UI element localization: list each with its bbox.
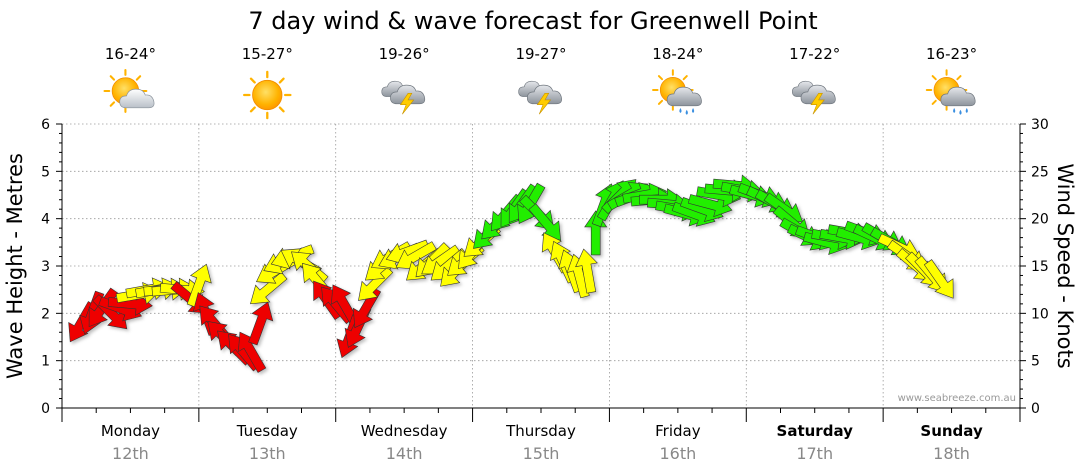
- left-tick-label: 6: [41, 117, 50, 133]
- temperature-range-label: 19-27°: [515, 45, 566, 63]
- day-date-label: 18th: [933, 444, 970, 463]
- sunny-icon: [244, 72, 290, 118]
- temperature-range-label: 19-26°: [379, 45, 430, 63]
- site-credit: www.seabreeze.com.au: [898, 393, 1016, 404]
- left-tick-label: 4: [41, 212, 50, 228]
- day-date-label: 13th: [249, 444, 286, 463]
- day-name-label: Friday: [655, 422, 701, 440]
- wind-arrow: [575, 248, 598, 294]
- day-name-label: Sunday: [920, 422, 983, 440]
- temperature-range-label: 18-24°: [652, 45, 703, 63]
- right-tick-label: 30: [1031, 117, 1049, 133]
- wind-arrow: [923, 259, 954, 299]
- right-tick-label: 20: [1031, 212, 1049, 228]
- wind-arrow: [528, 203, 561, 241]
- partly-cloudy-icon: [105, 70, 155, 112]
- temperature-range-label: 15-27°: [242, 45, 293, 63]
- left-tick-label: 2: [41, 306, 50, 322]
- sun-showers-icon: [927, 70, 975, 115]
- chart-title: 7 day wind & wave forecast for Greenwell…: [248, 7, 817, 35]
- left-tick-label: 3: [41, 259, 50, 275]
- temperature-range-label: 17-22°: [789, 45, 840, 63]
- right-tick-label: 25: [1031, 164, 1049, 180]
- right-axis-title: Wind Speed - Knots: [1053, 163, 1077, 368]
- left-tick-label: 0: [41, 401, 50, 417]
- right-tick-label: 0: [1031, 401, 1040, 417]
- temperature-range-label: 16-24°: [105, 45, 156, 63]
- left-axis-title: Wave Height - Metres: [3, 153, 27, 379]
- thunderstorm-icon: [382, 81, 425, 114]
- day-name-label: Monday: [101, 422, 160, 440]
- thunderstorm-icon: [519, 81, 562, 114]
- sun-showers-icon: [653, 70, 701, 115]
- right-tick-label: 10: [1031, 306, 1049, 322]
- day-name-label: Thursday: [505, 422, 576, 440]
- left-tick-label: 1: [41, 354, 50, 370]
- right-tick-label: 5: [1031, 354, 1040, 370]
- day-name-label: Saturday: [777, 422, 854, 440]
- day-date-label: 15th: [523, 444, 560, 463]
- day-name-label: Wednesday: [361, 422, 448, 440]
- thunderstorm-icon: [792, 81, 835, 114]
- wind-arrow: [250, 271, 288, 305]
- left-tick-label: 5: [41, 164, 50, 180]
- wind-arrow: [186, 263, 212, 308]
- day-date-label: 16th: [659, 444, 696, 463]
- wind-arrow: [248, 301, 274, 346]
- day-date-label: 17th: [796, 444, 833, 463]
- day-date-label: 12th: [112, 444, 149, 463]
- right-tick-label: 15: [1031, 259, 1049, 275]
- day-name-label: Tuesday: [236, 422, 298, 440]
- day-date-label: 14th: [386, 444, 423, 463]
- wind-arrow: [358, 265, 394, 301]
- temperature-range-label: 16-23°: [926, 45, 977, 63]
